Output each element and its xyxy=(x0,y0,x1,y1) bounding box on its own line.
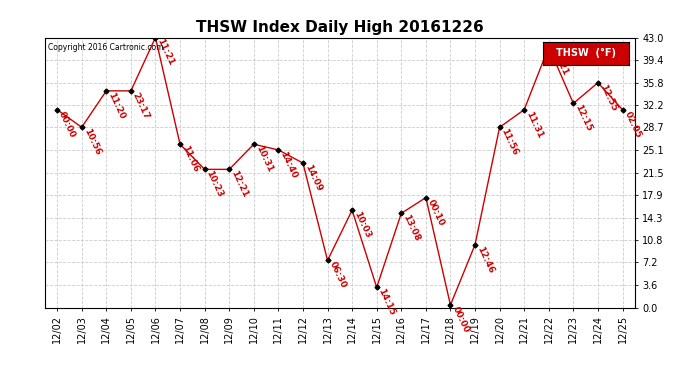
Text: 12:21: 12:21 xyxy=(229,170,250,199)
Text: 13:08: 13:08 xyxy=(402,213,422,243)
Title: THSW Index Daily High 20161226: THSW Index Daily High 20161226 xyxy=(196,20,484,35)
Text: 14:15: 14:15 xyxy=(377,287,397,317)
Text: 14:09: 14:09 xyxy=(303,163,323,193)
Text: 10:56: 10:56 xyxy=(81,127,102,157)
Text: 11:20: 11:20 xyxy=(106,91,126,120)
Text: 14:40: 14:40 xyxy=(278,150,299,180)
Text: 10:23: 10:23 xyxy=(205,170,225,199)
Text: 12:21: 12:21 xyxy=(549,47,569,76)
Text: 12:46: 12:46 xyxy=(475,245,495,274)
Text: 11:31: 11:31 xyxy=(524,110,544,140)
Text: 23:17: 23:17 xyxy=(131,91,151,121)
Text: 02:05: 02:05 xyxy=(622,110,642,139)
Text: 00:00: 00:00 xyxy=(451,305,471,334)
Text: 11:56: 11:56 xyxy=(500,127,520,157)
Text: 00:10: 00:10 xyxy=(426,198,446,227)
Text: 12:15: 12:15 xyxy=(573,104,593,133)
Text: 10:31: 10:31 xyxy=(254,144,274,174)
Text: 11:21: 11:21 xyxy=(155,38,176,67)
Text: 12:55: 12:55 xyxy=(598,83,618,112)
Text: Copyright 2016 Cartronic.com: Copyright 2016 Cartronic.com xyxy=(48,43,164,52)
Text: 06:30: 06:30 xyxy=(328,260,348,290)
Text: 11:06: 11:06 xyxy=(180,144,200,174)
Text: 00:00: 00:00 xyxy=(57,110,77,139)
Text: 10:03: 10:03 xyxy=(352,210,373,240)
